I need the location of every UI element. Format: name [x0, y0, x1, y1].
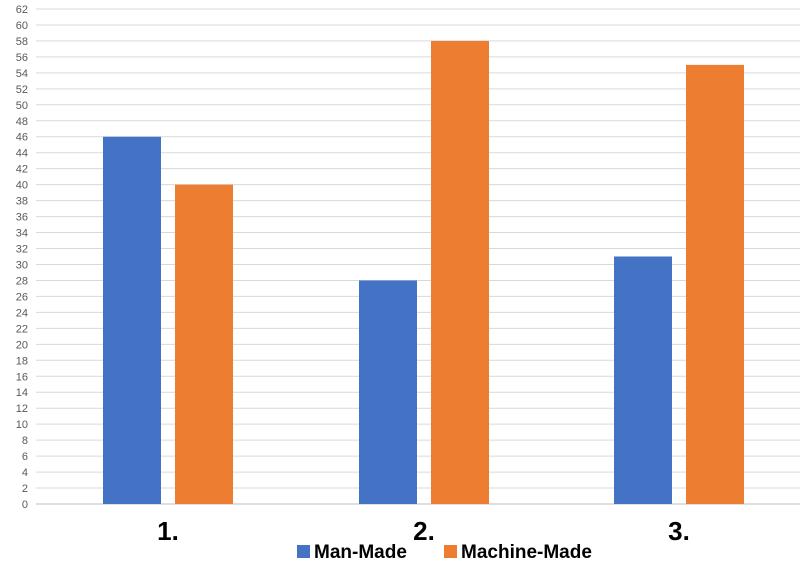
- gridlines: [36, 8, 800, 489]
- y-tick-label: 48: [16, 116, 28, 128]
- x-axis-labels: 1. 2. 3.: [157, 516, 690, 546]
- x-category-label: 2.: [413, 516, 435, 546]
- y-tick-label: 38: [16, 196, 28, 208]
- y-tick-label: 26: [16, 291, 28, 303]
- y-tick-label: 42: [16, 164, 28, 176]
- y-tick-label: 62: [16, 4, 28, 16]
- y-tick-label: 56: [16, 52, 28, 64]
- y-tick-label: 50: [16, 100, 28, 112]
- bar-man-made-2: [359, 280, 417, 504]
- legend-swatch-man-made: [297, 545, 310, 558]
- y-tick-label: 40: [16, 180, 28, 192]
- y-tick-label: 0: [22, 499, 28, 511]
- x-category-label: 1.: [157, 516, 179, 546]
- x-category-label: 3.: [668, 516, 690, 546]
- y-tick-label: 2: [22, 483, 28, 495]
- y-tick-label: 58: [16, 36, 28, 48]
- y-tick-label: 6: [22, 451, 28, 463]
- y-tick-label: 28: [16, 275, 28, 287]
- y-tick-label: 10: [16, 419, 28, 431]
- y-tick-label: 34: [16, 228, 28, 240]
- y-tick-label: 30: [16, 259, 28, 271]
- bar-machine-made-2: [431, 40, 489, 504]
- y-tick-label: 36: [16, 212, 28, 224]
- y-tick-label: 14: [16, 387, 28, 399]
- y-tick-label: 4: [22, 467, 28, 479]
- legend: Man-Made Machine-Made: [297, 542, 592, 563]
- bar-machine-made-3: [686, 64, 744, 505]
- y-axis-ticks: 0246810121416182022242628303234363840424…: [16, 4, 28, 511]
- y-tick-label: 8: [22, 435, 28, 447]
- legend-label-man-made: Man-Made: [314, 542, 407, 563]
- legend-label-machine-made: Machine-Made: [461, 542, 592, 563]
- bars: [103, 40, 744, 505]
- y-tick-label: 44: [16, 148, 28, 160]
- y-tick-label: 16: [16, 371, 28, 383]
- y-tick-label: 60: [16, 20, 28, 32]
- y-tick-label: 18: [16, 355, 28, 367]
- legend-swatch-machine-made: [444, 545, 457, 558]
- y-tick-label: 22: [16, 323, 28, 335]
- bar-machine-made-1: [175, 184, 233, 505]
- y-tick-label: 12: [16, 403, 28, 415]
- y-tick-label: 20: [16, 339, 28, 351]
- y-tick-label: 24: [16, 307, 28, 319]
- y-tick-label: 46: [16, 132, 28, 144]
- bar-man-made-1: [103, 136, 161, 504]
- y-tick-label: 52: [16, 84, 28, 96]
- y-tick-label: 54: [16, 68, 28, 80]
- y-tick-label: 32: [16, 244, 28, 256]
- bar-man-made-3: [614, 256, 672, 504]
